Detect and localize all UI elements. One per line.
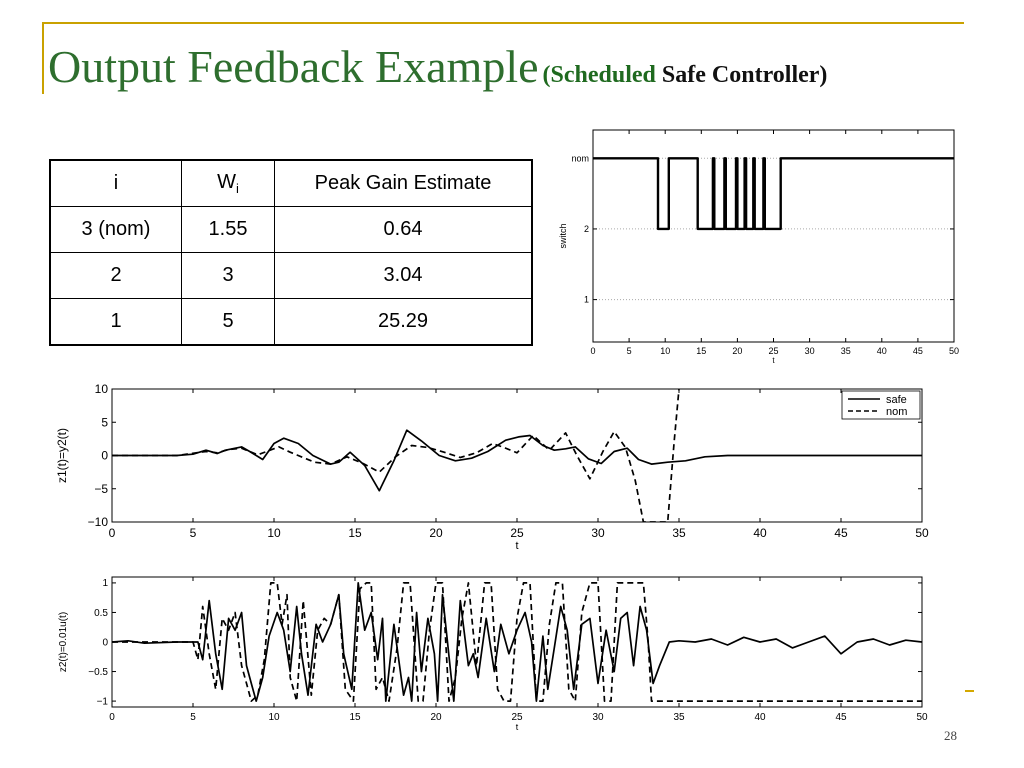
series-nom-line (112, 389, 680, 522)
x-tick-label: 30 (592, 712, 604, 723)
legend-label-safe: safe (886, 394, 907, 406)
x-tick-label: 35 (672, 526, 686, 540)
x-tick-label: 25 (768, 346, 778, 356)
x-tick-label: 20 (732, 346, 742, 356)
cell-i: 1 (49, 298, 182, 346)
y-axis-label: switch (558, 223, 568, 248)
cell-i: 2 (49, 252, 182, 299)
y-tick-label: 1 (102, 578, 108, 589)
slide-title: Output Feedback Example (Scheduled Safe … (48, 40, 827, 93)
x-tick-label: 10 (268, 712, 280, 723)
dash-bullet (965, 690, 974, 692)
y-tick-label: −5 (94, 482, 108, 496)
x-tick-label: 20 (429, 526, 443, 540)
x-axis-label: t (516, 722, 519, 732)
x-tick-label: 35 (841, 346, 851, 356)
title-safe-controller: Safe Controller) (655, 62, 828, 88)
header-w-subscript: i (236, 181, 239, 196)
y-axis-label: z1(t)=y2(t) (55, 428, 69, 483)
x-tick-label: 25 (511, 712, 523, 723)
cell-gain: 25.29 (274, 298, 533, 346)
z1-chart: −10 −5 0 5 10 0 5 10 15 20 25 30 35 40 45 50 t z1(t)=y2(t… (55, 382, 929, 552)
title-paren-open: ( (542, 62, 551, 88)
x-tick-label: 5 (190, 712, 196, 723)
y-tick-label: 5 (101, 415, 108, 429)
x-tick-label: 0 (590, 346, 595, 356)
cell-gain: 0.64 (274, 206, 533, 253)
x-tick-label: 30 (591, 526, 605, 540)
slide-number: 28 (944, 728, 957, 743)
title-scheduled: Scheduled (550, 62, 656, 88)
x-tick-label: 15 (348, 526, 362, 540)
x-tick-label: 0 (109, 712, 115, 723)
y-axis-label: z2(t)=0.01u(t) (58, 612, 69, 672)
cell-w: 3 (181, 252, 275, 299)
x-tick-label: 35 (673, 712, 685, 723)
x-tick-label: 5 (627, 346, 632, 356)
x-axis-label: t (772, 356, 775, 365)
y-tick-label: −10 (88, 515, 109, 529)
cell-w: 1.55 (181, 206, 275, 253)
y-tick-label: −1 (97, 696, 109, 707)
x-tick-label: 10 (267, 526, 281, 540)
table-row: 2 3 3.04 (49, 252, 533, 299)
series-switch-line (593, 157, 954, 231)
plot-frame (592, 129, 955, 343)
y-tick-label: 0 (101, 449, 108, 463)
y-tick-label: 2 (584, 224, 589, 234)
series-nom-line (112, 582, 922, 702)
legend-label-nom: nom (886, 406, 907, 418)
x-tick-label: 15 (696, 346, 706, 356)
x-axis-label: t (515, 540, 518, 552)
left-rule (42, 22, 44, 94)
y-tick-label: 1 (584, 295, 589, 305)
z2-chart: −1−0.500.510 5 10 15 20 25 30 35 40 45 50tz2(t)=0.… (58, 576, 928, 732)
top-rule (42, 22, 964, 24)
cell-w: 5 (181, 298, 275, 346)
x-tick-label: 20 (430, 712, 442, 723)
y-tick-label: 0.5 (94, 608, 108, 619)
y-tick-label: nom (571, 153, 589, 163)
header-peak-gain: Peak Gain Estimate (274, 159, 533, 207)
x-tick-label: 50 (915, 526, 929, 540)
x-tick-label: 45 (834, 526, 848, 540)
title-main: Output Feedback Example (48, 41, 539, 92)
table-row: 1 5 25.29 (49, 298, 533, 346)
x-tick-label: 25 (510, 526, 524, 540)
y-tick-label: 10 (95, 382, 109, 396)
y-tick-label: 0 (102, 637, 108, 648)
x-tick-label: 40 (877, 346, 887, 356)
x-tick-label: 30 (805, 346, 815, 356)
cell-gain: 3.04 (274, 252, 533, 299)
x-tick-label: 45 (835, 712, 847, 723)
x-tick-label: 15 (349, 712, 361, 723)
series-safe-line (112, 582, 922, 702)
plot-frame (111, 576, 923, 708)
header-w-base: W (217, 171, 236, 193)
legend-box (841, 390, 921, 420)
x-tick-label: 5 (190, 526, 197, 540)
x-tick-label: 45 (913, 346, 923, 356)
x-tick-label: 40 (753, 526, 767, 540)
x-tick-label: 40 (754, 712, 766, 723)
table-header-row: i Wi Peak Gain Estimate (49, 159, 533, 207)
peak-gain-table: i Wi Peak Gain Estimate 3 (nom) 1.55 0.6… (49, 159, 533, 346)
table-row: 3 (nom) 1.55 0.64 (49, 206, 533, 253)
y-tick-label: −0.5 (88, 667, 108, 678)
header-w: Wi (181, 159, 275, 207)
switch-chart: 1 2 nom 0 5 10 15 20 25 30 35 40 45 50 t switch (558, 129, 959, 365)
x-tick-label: 10 (660, 346, 670, 356)
x-tick-label: 50 (916, 712, 928, 723)
x-tick-label: 50 (949, 346, 959, 356)
header-i: i (49, 159, 182, 207)
x-tick-label: 0 (109, 526, 116, 540)
cell-i: 3 (nom) (49, 206, 182, 253)
